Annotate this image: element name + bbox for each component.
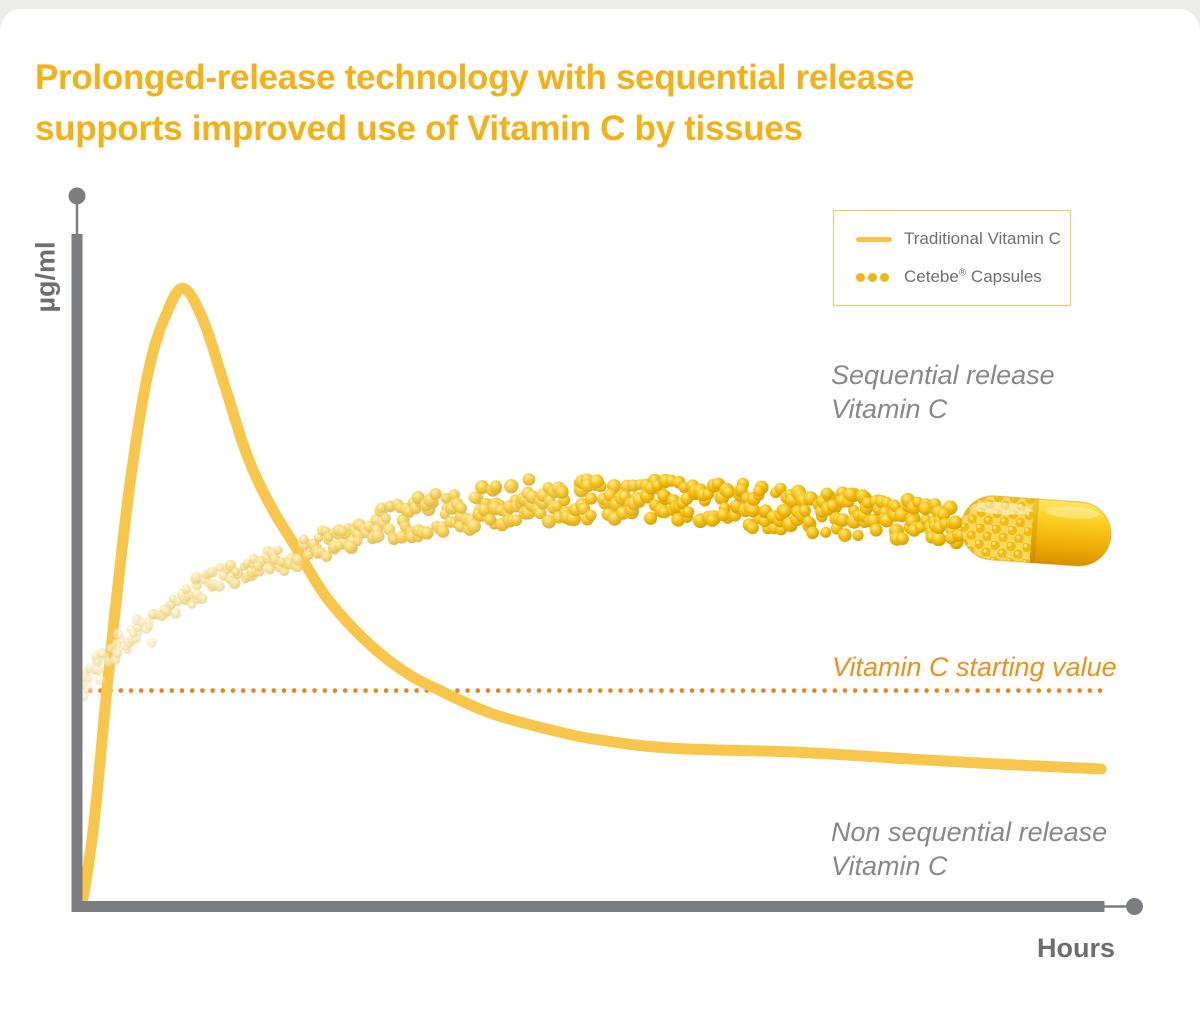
x-axis-arrow-circle <box>1126 898 1143 915</box>
annotation-sequential-line-1: Sequential release <box>831 360 1055 390</box>
legend-label-cetebe: Cetebe® Capsules <box>904 267 1042 287</box>
traditional-line-swatch-icon <box>856 236 892 242</box>
capsule-graphic <box>960 495 1112 567</box>
legend-item-cetebe: Cetebe® Capsules <box>856 258 1070 296</box>
y-axis-arrow-circle <box>68 187 86 205</box>
legend-label-traditional: Traditional Vitamin C <box>904 229 1061 248</box>
annotation-nonseq-line-1: Non sequential release <box>831 817 1108 847</box>
annotation-sequential-line-2: Vitamin C <box>831 394 948 424</box>
x-axis-label: Hours <box>1037 933 1116 963</box>
axes <box>68 187 1143 915</box>
legend-item-traditional: Traditional Vitamin C <box>856 220 1070 258</box>
legend-cetebe-suffix: Capsules <box>966 267 1042 286</box>
title-line-1: Prolonged-release technology with sequen… <box>35 58 915 97</box>
y-axis-label: µg/ml <box>30 241 61 313</box>
chart-legend: Traditional Vitamin C Cetebe® Capsules <box>833 210 1071 306</box>
title-line-2: supports improved use of Vitamin C by ti… <box>35 109 803 148</box>
annotation-sequential-release: Sequential release Vitamin C <box>831 358 1055 426</box>
x-axis-bar <box>71 901 1105 912</box>
annotation-starting-value: Vitamin C starting value <box>832 652 1117 682</box>
legend-cetebe-brand: Cetebe <box>904 267 959 286</box>
page-title: Prolonged-release technology with sequen… <box>35 52 1065 154</box>
y-axis-bar <box>71 234 83 912</box>
cetebe-dots-swatch-icon <box>856 272 892 282</box>
annotation-nonseq-line-2: Vitamin C <box>831 851 948 881</box>
annotation-non-sequential-release: Non sequential release Vitamin C <box>831 815 1107 883</box>
traditional-vitamin-c-curve <box>76 282 1107 911</box>
registered-trademark-symbol: ® <box>958 267 967 279</box>
cetebe-bead-band <box>78 473 967 702</box>
